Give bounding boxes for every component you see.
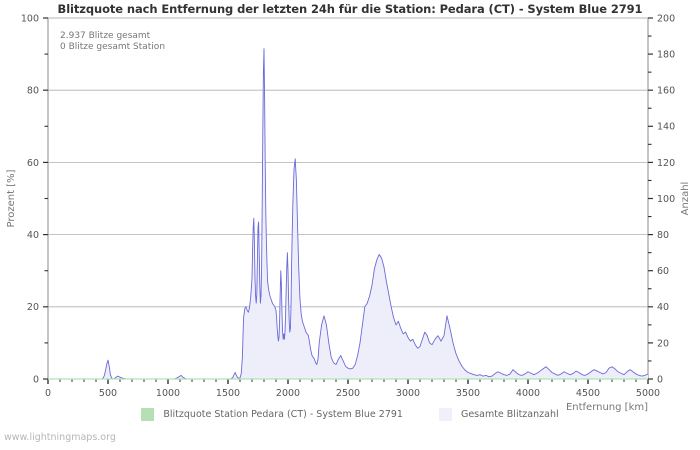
legend-label-station-rate: Blitzquote Station Pedara (CT) - System …	[163, 409, 403, 420]
ytick-label-right: 100	[657, 194, 675, 205]
ytick-label-right: 60	[657, 266, 669, 277]
y-axis-label-right: Anzahl	[680, 182, 691, 216]
series-area-total-count	[48, 48, 648, 379]
ytick-label-left: 100	[21, 13, 39, 24]
ytick-label-right: 200	[657, 13, 675, 24]
ytick-label-right: 160	[657, 86, 675, 97]
legend-label-total-count: Gesamte Blitzanzahl	[460, 409, 559, 420]
watermark: www.lightningmaps.org	[4, 432, 116, 443]
xtick-label: 3000	[396, 388, 420, 399]
ytick-label-right: 80	[657, 230, 669, 241]
chart-legend: Blitzquote Station Pedara (CT) - System …	[0, 408, 700, 421]
series-line-total-count	[48, 48, 649, 380]
ytick-label-right: 140	[657, 122, 675, 133]
ytick-label-right: 0	[657, 374, 663, 385]
xtick-label: 3500	[456, 388, 480, 399]
ytick-label-right: 20	[657, 338, 669, 349]
xtick-label: 1500	[216, 388, 240, 399]
legend-swatch-total-count	[438, 408, 452, 421]
ytick-label-right: 120	[657, 158, 675, 169]
xtick-label: 5000	[636, 388, 660, 399]
x-axis-label: Entfernung [km]	[566, 402, 648, 413]
chart-title: Blitzquote nach Entfernung der letzten 2…	[57, 2, 643, 16]
xtick-label: 500	[99, 388, 117, 399]
annotation-station-strokes: 0 Blitze gesamt Station	[60, 42, 165, 52]
ytick-label-left: 40	[27, 230, 39, 241]
xtick-label: 2500	[336, 388, 360, 399]
legend-swatch-station-rate	[141, 408, 155, 421]
legend-item-total-count[interactable]: Gesamte Blitzanzahl	[438, 408, 559, 421]
ytick-label-right: 40	[657, 302, 669, 313]
xtick-label: 0	[45, 388, 51, 399]
xtick-label: 4000	[516, 388, 540, 399]
ytick-label-right: 180	[657, 50, 675, 61]
legend-item-station-rate[interactable]: Blitzquote Station Pedara (CT) - System …	[141, 408, 403, 421]
y-axis-label-left: Prozent [%]	[6, 169, 17, 227]
ytick-label-left: 60	[27, 158, 39, 169]
ytick-label-left: 0	[33, 374, 39, 385]
ytick-label-left: 20	[27, 302, 39, 313]
annotation-total-strokes: 2.937 Blitze gesamt	[60, 31, 151, 41]
ytick-label-left: 80	[27, 86, 39, 97]
xtick-label: 1000	[156, 388, 180, 399]
xtick-label: 2000	[276, 388, 300, 399]
xtick-label: 4500	[576, 388, 600, 399]
